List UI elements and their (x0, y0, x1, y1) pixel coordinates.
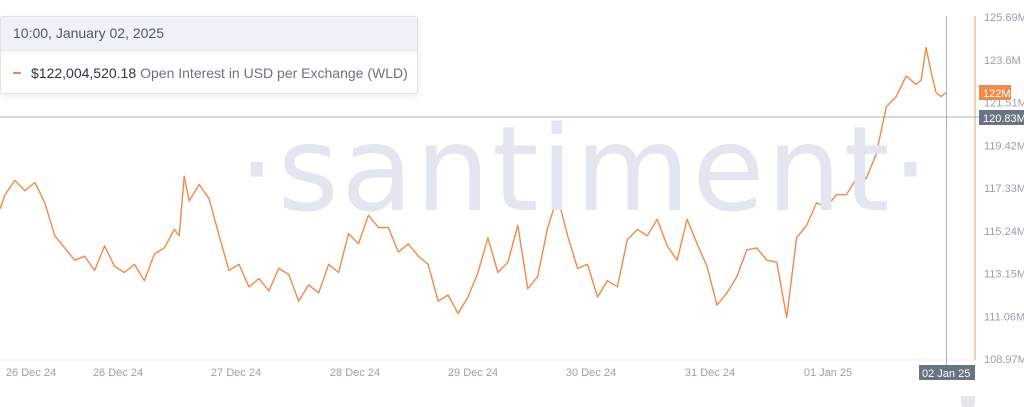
tooltip-series-row: $122,004,520.18 Open Interest in USD per… (1, 51, 417, 95)
tooltip-date: 10:00, January 02, 2025 (1, 17, 417, 51)
y-tick-label: 117.33M (984, 183, 1024, 195)
x-axis-ticks: 26 Dec 24 26 Dec 24 27 Dec 24 28 Dec 24 29 D… (6, 367, 852, 379)
hover-tooltip: 10:00, January 02, 2025 $122,004,520.18 … (0, 16, 418, 94)
x-tick-label: 29 Dec 24 (448, 367, 498, 379)
scrollbar-handle[interactable] (961, 396, 975, 407)
y-tick-label: 115.24M (984, 226, 1024, 238)
current-value-badge-text: 122M (983, 88, 1011, 100)
current-value-badge: 122M (979, 85, 1011, 100)
crosshair-value-badge-text: 120.83M (983, 113, 1024, 125)
x-tick-label: 27 Dec 24 (211, 367, 261, 379)
x-tick-label: 01 Jan 25 (804, 367, 852, 379)
x-tick-label: 26 Dec 24 (93, 367, 143, 379)
y-tick-label: 123.6M (984, 55, 1021, 67)
x-tick-label: 26 Dec 24 (6, 367, 56, 379)
y-tick-label: 111.06M (984, 311, 1024, 323)
y-tick-label: 108.97M (984, 354, 1024, 366)
y-tick-label: 119.42M (984, 140, 1024, 152)
crosshair-date-badge-text: 02 Jan 25 (922, 368, 970, 380)
y-tick-label: 121.51M (984, 98, 1024, 110)
crosshair-date-badge: 02 Jan 25 (919, 365, 975, 380)
y-tick-label: 113.15M (984, 269, 1024, 281)
x-tick-label: 31 Dec 24 (685, 367, 735, 379)
crosshair-value-badge: 120.83M (979, 110, 1024, 125)
x-tick-label: 30 Dec 24 (566, 367, 616, 379)
y-tick-label: 125.69M (984, 12, 1024, 24)
tooltip-series-label: Open Interest in USD per Exchange (WLD) (140, 65, 408, 81)
series-color-swatch (13, 72, 21, 74)
tooltip-value: $122,004,520.18 (31, 65, 137, 81)
y-axis-ticks: 125.69M 123.6M 121.51M 119.42M 117.33M 115.24… (984, 12, 1024, 366)
x-tick-label: 28 Dec 24 (330, 367, 380, 379)
series-line-open-interest (0, 46, 947, 319)
